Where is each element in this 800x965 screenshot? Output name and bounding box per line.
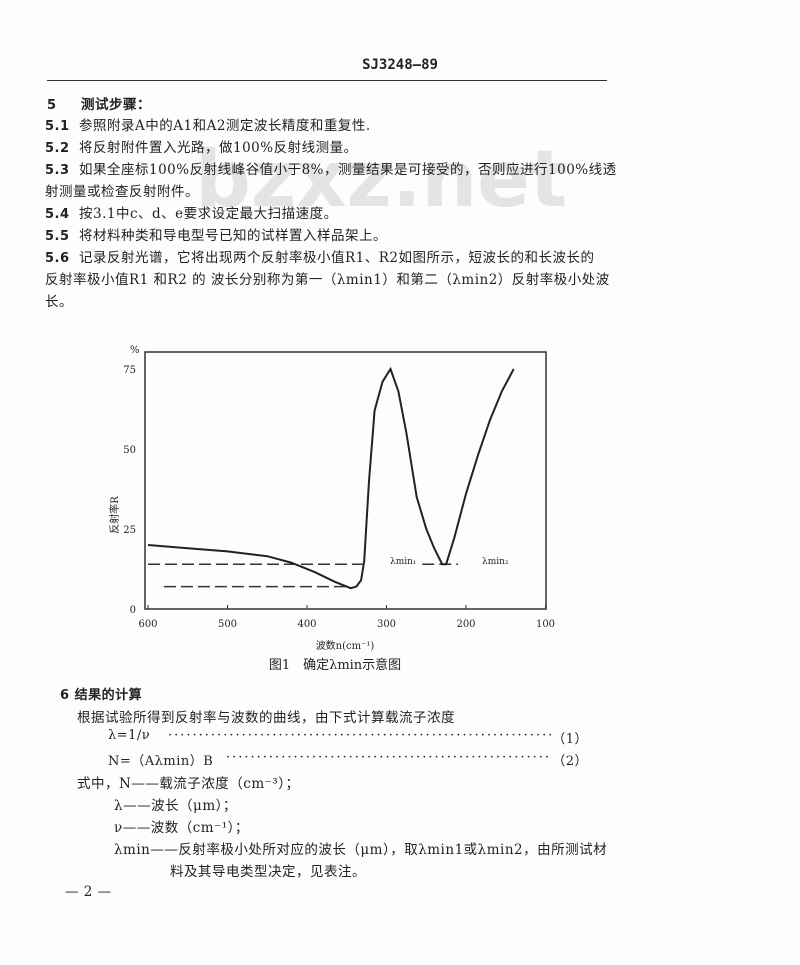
x-tick-label: 300 — [377, 619, 396, 630]
y-tick-label: 25 — [123, 525, 136, 536]
annotation-lambda-min1: λmin₁ — [390, 557, 417, 567]
x-axis-label: 波数n(cm⁻¹) — [316, 639, 375, 652]
y-axis-label: 反射率R — [108, 496, 121, 534]
y-tick-label: 75 — [123, 365, 136, 376]
x-tick-label: 600 — [138, 619, 157, 630]
item-5-6: 5.6 记录反射光谱，它将出现两个反射率极小值R1、R2如图所示，短波长的和长波长… — [45, 250, 595, 266]
section-6-intro: 根据试验所得到反射率与波数的曲线，由下式计算载流子浓度 — [77, 710, 455, 726]
section-6-heading: 6 结果的计算 — [60, 688, 143, 703]
item-5-6-cont2: 长。 — [45, 294, 73, 310]
x-tick-label: 400 — [297, 619, 316, 630]
item-5-3-cont: 射测量或检查反射附件。 — [45, 184, 199, 200]
figure-caption: 图1 确定λmin示意图 — [269, 657, 401, 673]
item-5-3: 5.3 如果全座标100%反射线峰谷值小于8%，测量结果是可接受的，否则应进行10… — [45, 162, 617, 178]
item-5-5: 5.5 将材料种类和导电型号已知的试样置入样品架上。 — [45, 228, 387, 244]
y-unit-label: % — [130, 345, 140, 356]
section-5-heading: 5 测试步骤： — [47, 97, 151, 113]
definition-N: 式中，N——载流子浓度（cm⁻³）； — [77, 776, 300, 792]
x-tick-label: 200 — [456, 619, 475, 630]
item-5-2: 5.2 将反射附件置入光路，做100%反射线测量。 — [45, 140, 358, 156]
page-number: — 2 — — [65, 884, 112, 900]
item-5-1: 5.1 参照附录A中的A1和A2测定波长精度和重复性. — [45, 118, 371, 134]
header-rule — [47, 80, 607, 81]
document-header: SJ3248—89 — [362, 57, 438, 73]
item-5-4: 5.4 按3.1中c、d、e要求设定最大扫描速度。 — [45, 206, 338, 222]
y-tick-label: 50 — [123, 445, 136, 456]
x-tick-label: 100 — [536, 619, 555, 630]
plot-frame — [144, 351, 547, 610]
item-5-6-cont: 反射率极小值R1 和R2 的 波长分别称为第一（λmin1）和第二（λmin2）… — [45, 272, 610, 288]
definition-nu: ν——波数（cm⁻¹）； — [114, 820, 249, 836]
definition-lambda-min: λmin——反射率极小处所对应的波长（μm），取λmin1或λmin2，由所测试… — [114, 842, 608, 858]
reflectance-curve — [147, 366, 515, 590]
watermark: bzxz.net — [195, 135, 568, 225]
definition-lambda-min-cont: 料及其导电类型决定，见表注。 — [170, 864, 366, 880]
y-tick-label: 0 — [130, 605, 136, 616]
definition-lambda: λ——波长（μm）； — [114, 798, 237, 814]
figure-1-chart: 600 500 400 300 200 100 0 25 50 75 % 反射率R 波数n(cm⁻… — [108, 345, 555, 673]
equation-1: λ=1/ν ···································… — [108, 728, 588, 747]
x-tick-label: 500 — [218, 619, 237, 630]
equation-2: N=（Aλmin）B ······························… — [108, 750, 588, 769]
annotation-lambda-min2: λmin₂ — [482, 557, 509, 567]
